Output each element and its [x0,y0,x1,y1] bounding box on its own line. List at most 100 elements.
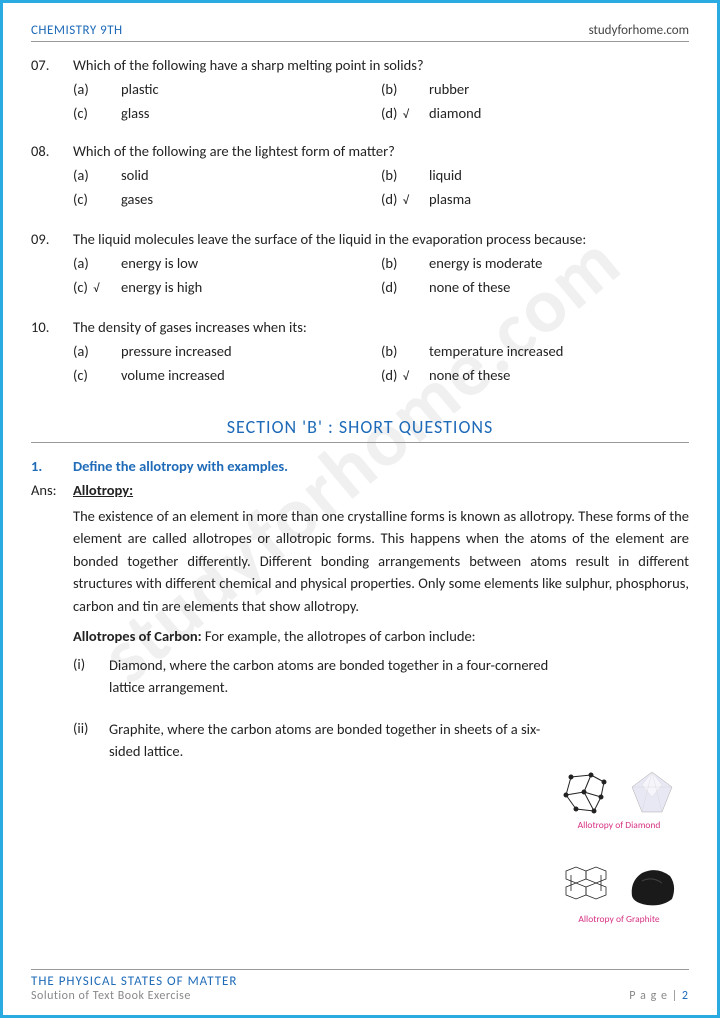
mcq-option-text: liquid [429,166,462,184]
mcq-option-text: temperature increased [429,342,563,360]
mcq-option-label: (d) √ [381,366,429,384]
sub-heading-bold: Allotropes of Carbon: [73,627,202,645]
mcq-block: 10.The density of gases increases when i… [31,318,689,390]
mcq-option-text: glass [121,104,149,122]
mcq-option-text: energy is low [121,254,198,272]
mcq-option: (c) √energy is high [73,278,381,296]
mcq-block: 09.The liquid molecules leave the surfac… [31,230,689,302]
tick-icon: √ [93,282,99,296]
mcq-option-text: gases [121,190,153,208]
graphite-lattice-icon [556,861,616,911]
mcq-option: (b)rubber [381,80,689,98]
diamond-lattice-icon [556,767,616,817]
mcq-option-label: (d) √ [381,190,429,208]
mcq-option: (a)energy is low [73,254,381,272]
example-number: (i) [73,655,109,673]
mcq-question-row: 07.Which of the following have a sharp m… [31,56,689,74]
page-header: CHEMISTRY 9TH studyforhome.com [31,23,689,42]
mcq-option-label: (c) [73,190,121,208]
mcq-option-label: (a) [73,166,121,184]
sub-heading-tail: For example, the allotropes of carbon in… [202,627,476,645]
answer-label: Ans: [31,481,73,499]
short-question-block: 1. Define the allotropy with examples. A… [31,457,689,762]
examples-container: (i)Diamond, where the carbon atoms are b… [31,655,689,762]
mcq-question-text: Which of the following are the lightest … [73,142,689,160]
mcq-options: (a)energy is low(b)energy is moderate(c)… [31,254,689,302]
mcq-question-row: 08.Which of the following are the lighte… [31,142,689,160]
mcq-section: 07.Which of the following have a sharp m… [31,56,689,390]
mcq-question-row: 09.The liquid molecules leave the surfac… [31,230,689,248]
mcq-option: (c)gases [73,190,381,208]
mcq-option: (b)energy is moderate [381,254,689,272]
mcq-option-text: rubber [429,80,469,98]
mcq-option-label: (b) [381,254,429,272]
mcq-option-label: (c) √ [73,278,121,296]
tick-icon: √ [403,108,409,122]
section-b-title: SECTION 'B' : SHORT QUESTIONS [31,416,689,443]
mcq-option-label: (c) [73,366,121,384]
footer-page-label: P a g e | [629,989,682,1003]
mcq-option-label: (d) √ [381,104,429,122]
mcq-option-label: (c) [73,104,121,122]
example-text: Graphite, where the carbon atoms are bon… [109,719,689,763]
graphite-rock-icon [622,861,682,911]
mcq-option: (b)liquid [381,166,689,184]
mcq-option-label: (a) [73,342,121,360]
mcq-option: (a)solid [73,166,381,184]
example-image-box: Allotropy of Diamond [549,767,689,831]
example-row: (ii)Graphite, where the carbon atoms are… [31,719,689,763]
mcq-option: (a)plastic [73,80,381,98]
mcq-option-text: energy is high [121,278,202,296]
mcq-option-label: (b) [381,166,429,184]
footer-left: THE PHYSICAL STATES OF MATTER Solution o… [31,974,237,1003]
image-caption: Allotropy of Diamond [549,819,689,831]
mcq-number: 10. [31,318,73,336]
mcq-option-label: (a) [73,80,121,98]
mcq-block: 08.Which of the following are the lighte… [31,142,689,214]
mcq-options: (a)solid(b)liquid(c)gases(d) √plasma [31,166,689,214]
sq-title: Define the allotropy with examples. [73,457,288,475]
header-site: studyforhome.com [589,23,689,38]
answer-sub-heading: Allotropes of Carbon: For example, the a… [31,627,689,645]
example-row: (i)Diamond, where the carbon atoms are b… [31,655,689,699]
mcq-question-text: Which of the following have a sharp melt… [73,56,689,74]
tick-icon: √ [403,370,409,384]
mcq-option-text: solid [121,166,149,184]
mcq-number: 07. [31,56,73,74]
image-caption: Allotropy of Graphite [549,913,689,925]
mcq-option-text: none of these [429,366,510,384]
page-container: CHEMISTRY 9TH studyforhome.com 07.Which … [3,3,717,1015]
mcq-option-text: pressure increased [121,342,232,360]
mcq-option-label: (d) [381,278,429,296]
mcq-option: (d) √none of these [381,366,689,384]
sq-number: 1. [31,457,73,475]
mcq-option: (d) √diamond [381,104,689,122]
mcq-option-label: (b) [381,342,429,360]
footer-page-indicator: P a g e | 2 [629,989,689,1003]
answer-heading: Allotropy: [73,481,133,499]
mcq-options: (a)pressure increased (b)temperature incr… [31,342,689,390]
tick-icon: √ [403,194,409,208]
header-subject: CHEMISTRY 9TH [31,23,123,38]
mcq-option-text: diamond [429,104,481,122]
mcq-option-text: energy is moderate [429,254,542,272]
mcq-option-text: none of these [429,278,510,296]
mcq-option-label: (a) [73,254,121,272]
mcq-option-text: plasma [429,190,471,208]
diamond-gem-icon [622,767,682,817]
page-footer: THE PHYSICAL STATES OF MATTER Solution o… [31,969,689,1003]
example-image-box: Allotropy of Graphite [549,861,689,925]
footer-chapter-title: THE PHYSICAL STATES OF MATTER [31,974,237,989]
mcq-options: (a)plastic(b)rubber(c)glass(d) √diamond [31,80,689,128]
mcq-option: (b)temperature increased [381,342,689,360]
footer-page-number: 2 [682,989,689,1003]
mcq-question-row: 10.The density of gases increases when i… [31,318,689,336]
mcq-block: 07.Which of the following have a sharp m… [31,56,689,128]
answer-body-text: The existence of an element in more than… [31,505,689,617]
mcq-option: (c)glass [73,104,381,122]
mcq-option-text: plastic [121,80,159,98]
mcq-question-text: The density of gases increases when its: [73,318,689,336]
mcq-option: (d) √plasma [381,190,689,208]
mcq-question-text: The liquid molecules leave the surface o… [73,230,689,248]
mcq-option: (c)volume increased [73,366,381,384]
